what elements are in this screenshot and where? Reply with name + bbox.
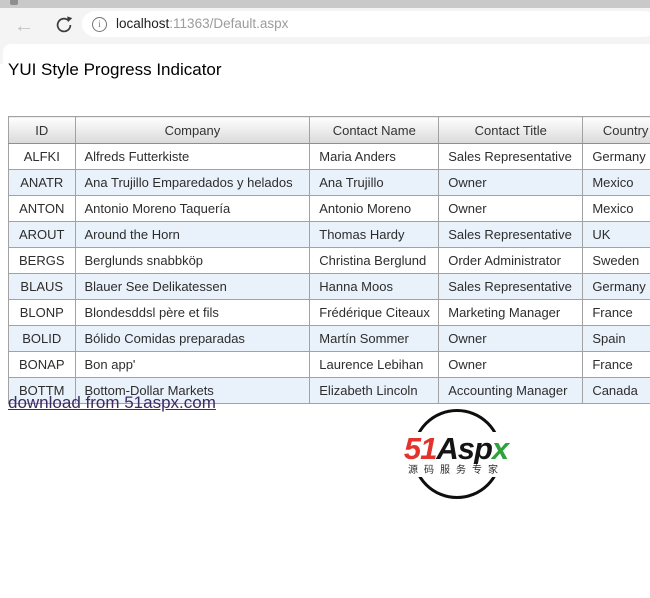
table-cell: Blauer See Delikatessen <box>74 273 311 300</box>
table-cell: Frédérique Citeaux <box>309 299 440 326</box>
table-row: BOTTM Bottom-Dollar Markets Elizabeth Linc… <box>8 377 650 404</box>
table-cell: Martín Sommer <box>309 325 440 352</box>
reload-icon <box>56 16 73 33</box>
table-header-row: ID Company Contact Name Contact Title Countr… <box>8 116 650 144</box>
tab-strip-mark <box>10 0 18 5</box>
table-cell: Owner <box>438 169 584 196</box>
table-cell: Owner <box>438 351 584 378</box>
column-header: Company <box>74 116 311 144</box>
table-cell: Bólido Comidas preparadas <box>74 325 311 352</box>
customers-table: ID Company Contact Name Contact Title Countr… <box>8 116 650 404</box>
table-cell: Owner <box>438 325 584 352</box>
logo-text-x: x <box>491 431 509 466</box>
table-cell: Owner <box>438 195 584 222</box>
table-cell: Spain <box>582 325 650 352</box>
page-info-icon[interactable]: i <box>92 17 107 32</box>
table-cell: Sales Representative <box>438 273 584 300</box>
logo-subtitle: 源码服务专家 <box>404 464 508 477</box>
table-cell: Sweden <box>582 247 650 274</box>
table-row: BLAUS Blauer See Delikatessen Hanna Moos Sa… <box>8 273 650 300</box>
table-row: BLONP Blondesddsl père et fils Frédérique … <box>8 299 650 326</box>
table-cell: Sales Representative <box>438 221 584 248</box>
table-cell: Accounting Manager <box>438 377 584 404</box>
table-cell: Hanna Moos <box>309 273 440 300</box>
table-cell: Blondesddsl père et fils <box>74 299 311 326</box>
table-cell: UK <box>582 221 650 248</box>
table-cell: Bottom-Dollar Markets <box>74 377 311 404</box>
table-row: ANATR Ana Trujillo Emparedados y helados A… <box>8 169 650 196</box>
table-cell: Christina Berglund <box>309 247 440 274</box>
browser-toolbar: ← i localhost:11363/Default.aspx <box>0 8 650 45</box>
column-header: Contact Name <box>309 116 440 144</box>
table-cell: Berglunds snabbköp <box>74 247 311 274</box>
url-text: localhost:11363/Default.aspx <box>116 11 288 37</box>
url-host: localhost <box>116 16 170 31</box>
table-cell: BONAP <box>8 351 76 378</box>
table-cell: France <box>582 299 650 326</box>
table-cell: BLAUS <box>8 273 76 300</box>
back-button[interactable]: ← <box>14 15 34 37</box>
table-cell: Marketing Manager <box>438 299 584 326</box>
table-cell: France <box>582 351 650 378</box>
table-row: BERGS Berglunds snabbköp Christina Berglun… <box>8 247 650 274</box>
logo-text-51: 51 <box>403 431 437 466</box>
table-cell: Laurence Lebihan <box>309 351 440 378</box>
logo-wordmark: 51Aspx <box>385 432 527 466</box>
table-cell: Mexico <box>582 195 650 222</box>
table-cell: Alfreds Futterkiste <box>74 143 311 170</box>
table-cell: Order Administrator <box>438 247 584 274</box>
table-cell: Mexico <box>582 169 650 196</box>
url-path: :11363/Default.aspx <box>169 16 289 31</box>
table-row: ANTON Antonio Moreno Taquería Antonio More… <box>8 195 650 222</box>
page-title: YUI Style Progress Indicator <box>8 60 222 79</box>
table-row: BONAP Bon app' Laurence Lebihan Owner France <box>8 351 650 378</box>
reload-button[interactable] <box>52 13 76 37</box>
address-bar[interactable]: i localhost:11363/Default.aspx <box>82 11 650 37</box>
table-cell: BOLID <box>8 325 76 352</box>
table-cell: Sales Representative <box>438 143 584 170</box>
table-cell: Around the Horn <box>74 221 311 248</box>
column-header: Contact Title <box>438 116 584 144</box>
table-cell: Maria Anders <box>309 143 440 170</box>
table-row: ALFKI Alfreds Futterkiste Maria Anders Sale… <box>8 143 650 170</box>
logo-text-asp: Asp <box>436 431 493 466</box>
table-cell: Antonio Moreno Taquería <box>74 195 311 222</box>
table-cell: Ana Trujillo <box>309 169 440 196</box>
table-cell: Germany <box>582 273 650 300</box>
table-row: BOLID Bólido Comidas preparadas Martín Som… <box>8 325 650 352</box>
table-cell: BLONP <box>8 299 76 326</box>
table-cell: ANTON <box>8 195 76 222</box>
browser-tab-strip <box>0 0 650 8</box>
table-cell: BERGS <box>8 247 76 274</box>
table-body: ALFKI Alfreds Futterkiste Maria Anders Sale… <box>8 143 650 404</box>
table-cell: Bon app' <box>74 351 311 378</box>
column-header: ID <box>8 116 76 144</box>
table-cell: Canada <box>582 377 650 404</box>
table-cell: ALFKI <box>8 143 76 170</box>
51aspx-logo: 51Aspx 源码服务专家 <box>385 408 558 548</box>
table-row: AROUT Around the Horn Thomas Hardy Sales Re… <box>8 221 650 248</box>
table-cell: Thomas Hardy <box>309 221 440 248</box>
table-cell: Ana Trujillo Emparedados y helados <box>74 169 311 196</box>
page-content: YUI Style Progress Indicator ID Company Co… <box>3 44 650 598</box>
download-link[interactable]: download from 51aspx.com <box>8 393 216 412</box>
table-cell: AROUT <box>8 221 76 248</box>
table-cell: Elizabeth Lincoln <box>309 377 440 404</box>
table-cell: ANATR <box>8 169 76 196</box>
table-cell: Germany <box>582 143 650 170</box>
column-header: Country <box>582 116 650 144</box>
table-cell: Antonio Moreno <box>309 195 440 222</box>
